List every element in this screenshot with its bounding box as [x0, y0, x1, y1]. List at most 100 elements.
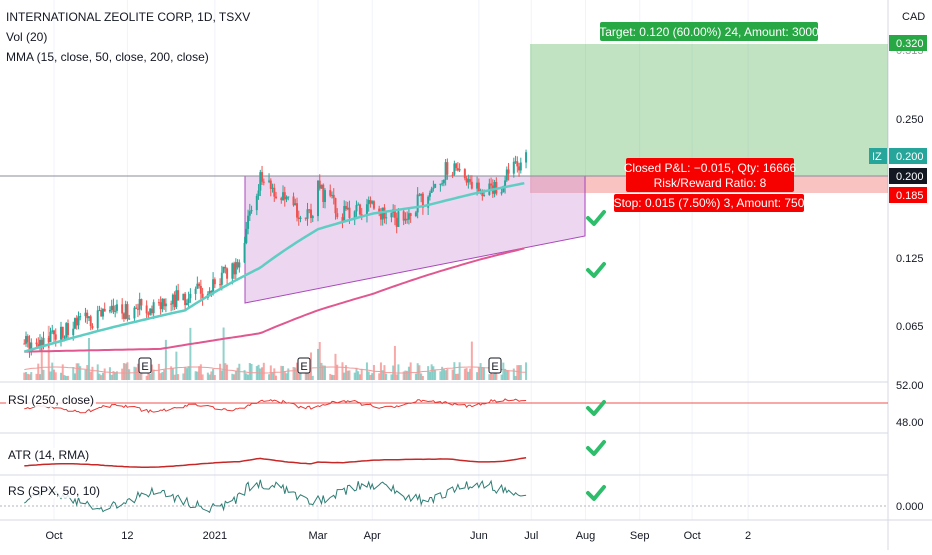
ascending-triangle[interactable]	[244, 175, 586, 304]
candle	[136, 308, 139, 310]
candle	[23, 343, 26, 345]
candle	[42, 337, 45, 346]
time-axis[interactable]: Oct 12 2021 Mar Apr Jun Jul Aug Sep Oct 2	[45, 530, 751, 542]
candle	[500, 192, 503, 194]
volume-bar	[385, 373, 388, 380]
candle	[273, 187, 276, 197]
volume-bar	[136, 363, 139, 380]
volume-bar	[124, 363, 127, 380]
candle	[379, 211, 382, 220]
candle	[458, 169, 461, 171]
volume-bar	[262, 362, 265, 380]
candle	[330, 194, 333, 196]
stop-label[interactable]: Stop: 0.015 (7.50%) 3, Amount: 750	[614, 194, 805, 212]
volume-bar	[502, 362, 505, 380]
candle	[59, 326, 62, 340]
candle	[39, 339, 42, 347]
candle	[63, 337, 66, 339]
candle	[358, 204, 361, 215]
volume-bar	[465, 368, 468, 380]
volume-bar	[434, 369, 437, 380]
volume-bar	[91, 366, 94, 380]
candle	[91, 326, 94, 329]
volume-bar	[25, 372, 28, 380]
target-label[interactable]: Target: 0.120 (60.00%) 24, Amount: 3000	[599, 22, 819, 41]
volume-bar	[47, 325, 50, 380]
candle	[112, 305, 115, 312]
volume-bar	[114, 372, 117, 380]
candle	[282, 192, 285, 201]
candle	[421, 193, 424, 208]
candle	[344, 205, 347, 210]
earnings-marker[interactable]: E	[138, 357, 152, 374]
candle	[514, 161, 517, 163]
candle	[395, 217, 398, 227]
candle	[378, 208, 381, 212]
time-tick: 2	[745, 530, 751, 542]
volume-bar	[268, 374, 271, 380]
candle	[287, 196, 290, 198]
volume-bar	[458, 362, 461, 380]
volume-bar	[518, 365, 521, 380]
target-price-tag: 0.320	[889, 35, 927, 51]
candle	[145, 305, 148, 314]
candle	[233, 263, 236, 275]
candle	[456, 168, 459, 171]
candle	[441, 183, 444, 185]
check-icon	[586, 440, 606, 456]
candle	[463, 169, 466, 179]
volume-bar	[247, 374, 250, 380]
volume-bar	[175, 351, 178, 380]
candle	[208, 290, 211, 294]
candle	[343, 205, 346, 222]
candle	[47, 337, 50, 342]
earnings-marker[interactable]: E	[488, 357, 502, 374]
volume-bar	[453, 362, 456, 380]
candle	[238, 262, 241, 268]
rs-tick: 0.000	[896, 501, 924, 513]
volume-bar	[210, 371, 213, 380]
candle	[476, 182, 479, 189]
volume-bar	[504, 368, 507, 380]
volume-bar	[224, 363, 227, 380]
volume-bar	[187, 366, 190, 380]
candle	[157, 302, 160, 304]
volume-bar	[133, 366, 136, 380]
candle	[101, 308, 104, 317]
volume-bar	[231, 373, 234, 380]
volume-bar	[150, 364, 153, 380]
candle	[285, 197, 288, 200]
volume-bar	[184, 367, 187, 380]
volume-bars	[23, 325, 528, 380]
candle	[199, 285, 202, 294]
candle	[407, 213, 410, 220]
candle	[357, 204, 360, 206]
volume-bar	[164, 339, 167, 380]
candle	[334, 198, 337, 214]
volume-bar	[275, 375, 278, 380]
time-tick: Sep	[630, 530, 650, 542]
candle	[317, 180, 319, 217]
volume-bar	[261, 367, 264, 380]
candle	[96, 310, 99, 329]
candle	[30, 342, 33, 351]
candle	[434, 183, 437, 188]
rsi-tick: 48.00	[896, 417, 924, 429]
earnings-marker[interactable]: E	[297, 357, 311, 374]
candle	[296, 203, 299, 218]
pnl-label[interactable]: Closed P&L: −0.015, Qty: 16666 Risk/Rewa…	[624, 158, 797, 192]
candle	[149, 308, 152, 315]
target-zone[interactable]	[530, 44, 888, 176]
time-tick: 12	[121, 530, 133, 542]
candle	[306, 209, 309, 219]
volume-bar	[428, 371, 431, 380]
volume-bar	[330, 374, 333, 380]
volume-bar	[161, 372, 164, 380]
volume-bar	[444, 370, 447, 380]
candle	[49, 331, 52, 342]
volume-bar	[490, 369, 493, 380]
candle	[51, 330, 54, 332]
volume-bar	[287, 368, 290, 380]
candle	[184, 293, 187, 306]
